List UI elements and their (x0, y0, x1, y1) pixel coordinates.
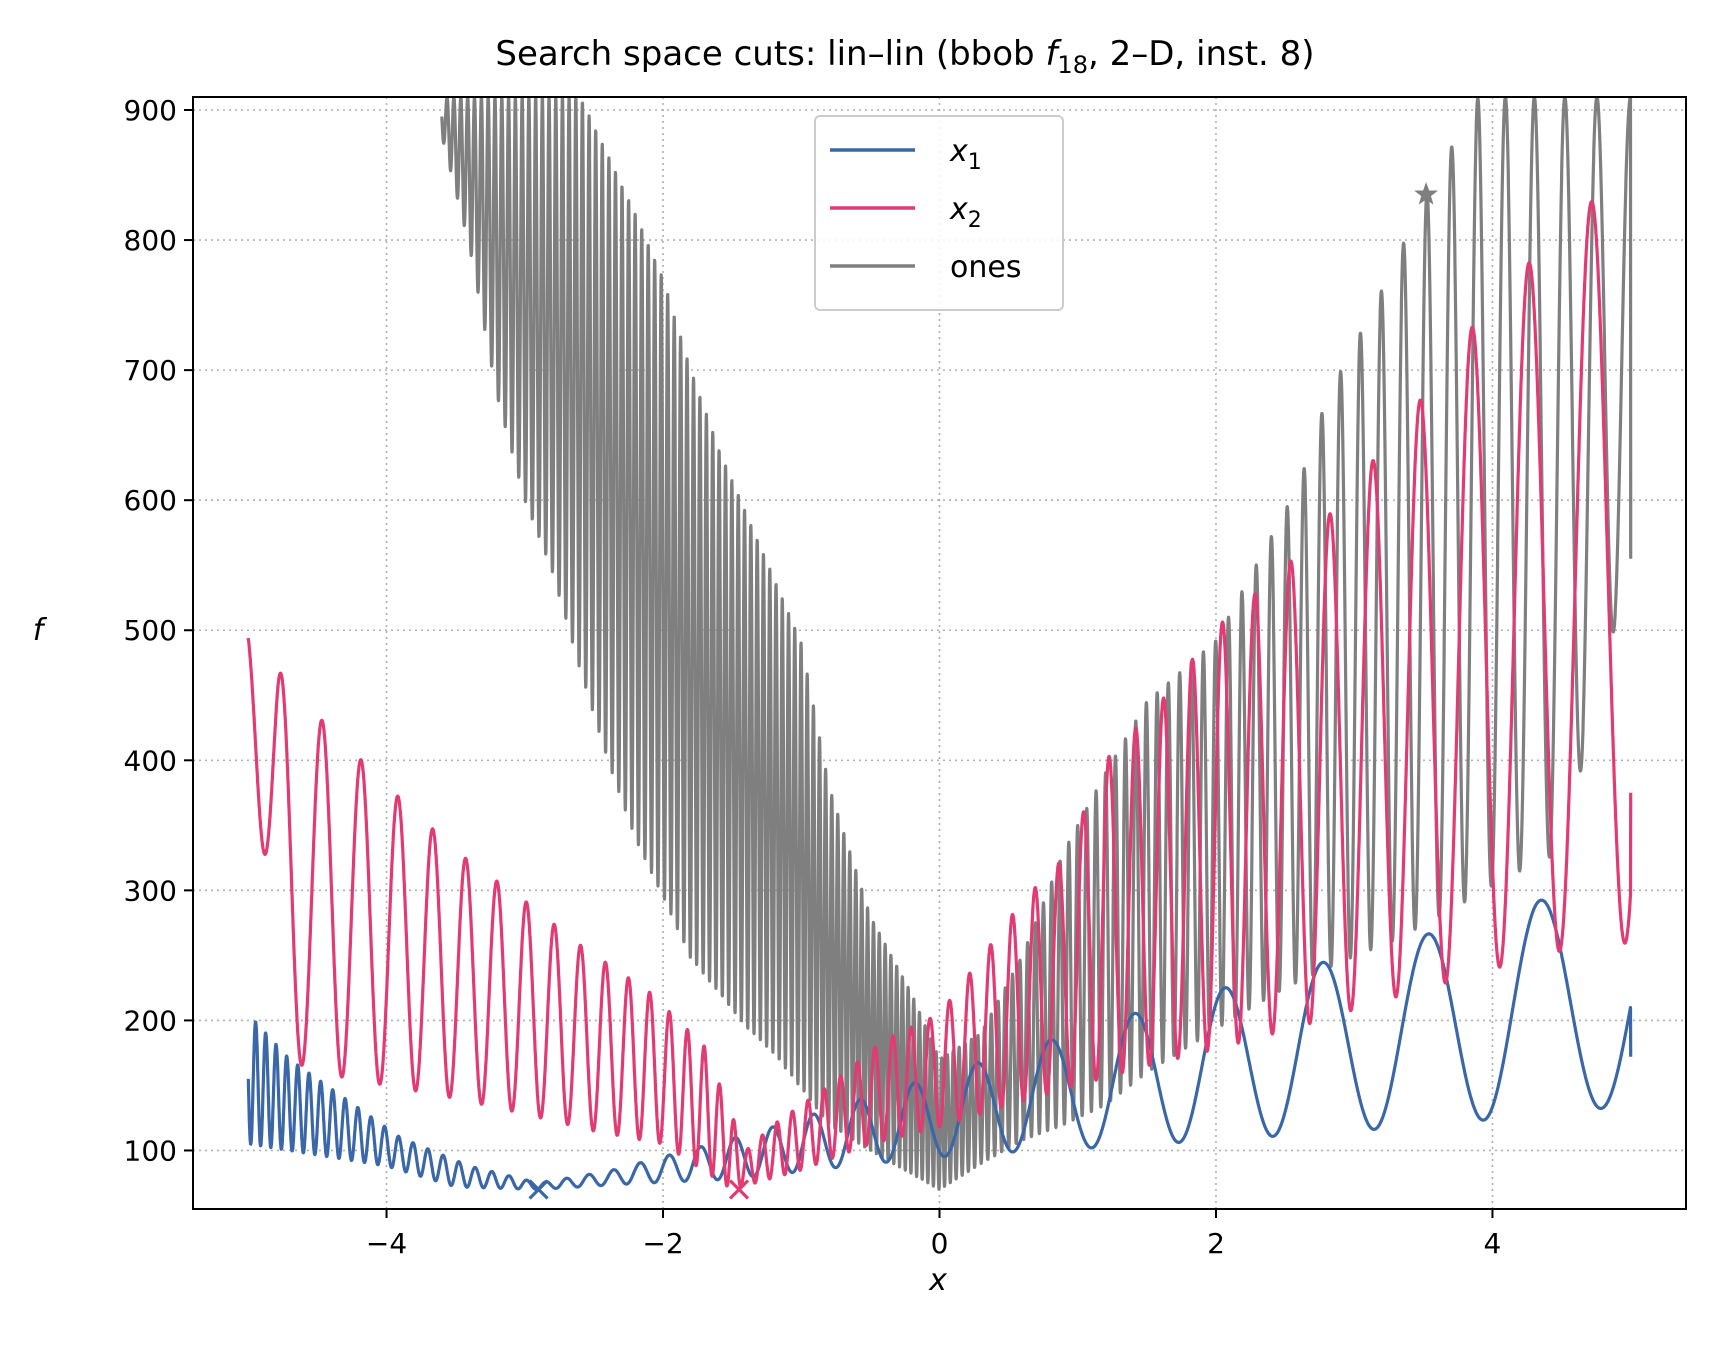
y-axis: 100 200 300 400 500 600 700 800 900 (124, 94, 193, 1167)
x-axis: −4 −2 0 2 4 (366, 1209, 1501, 1260)
legend-box (814, 115, 1064, 311)
legend-label: x1 (949, 134, 982, 175)
x-tick-label: −4 (366, 1227, 407, 1260)
x-tick-label: 4 (1484, 1227, 1502, 1260)
y-tick-label: 300 (124, 874, 177, 907)
y-tick-label: 500 (124, 614, 177, 647)
series-group (246, 97, 1633, 1192)
y-tick-label: 900 (124, 94, 177, 127)
y-tick-label: 800 (124, 224, 177, 257)
x-tick-label: 2 (1207, 1227, 1225, 1260)
x-axis-label: x (928, 1263, 947, 1298)
y-tick-label: 100 (124, 1134, 177, 1167)
series-line-ones (440, 97, 1633, 1191)
chart-title: Search space cuts: lin–lin (bbob f18, 2–… (495, 34, 1314, 79)
series-line-x1 (246, 898, 1633, 1192)
title-suffix: , 2–D, inst. 8) (1088, 34, 1315, 74)
y-tick-label: 400 (124, 744, 177, 777)
y-tick-label: 600 (124, 484, 177, 517)
title-subscript: 18 (1057, 51, 1088, 79)
max-marker-ones (1414, 182, 1439, 205)
legend: x1 x2 ones (814, 115, 1064, 311)
legend-label: ones (950, 250, 1021, 285)
title-prefix: Search space cuts: lin–lin (bbob (495, 34, 1045, 74)
x-tick-label: 0 (931, 1227, 949, 1260)
min-marker-x2 (728, 1179, 750, 1200)
series-line-x2 (246, 200, 1633, 1189)
marker-group (528, 182, 1439, 1200)
legend-label: x2 (949, 192, 982, 233)
y-tick-label: 200 (124, 1004, 177, 1037)
y-tick-label: 700 (124, 354, 177, 387)
min-marker-x1 (528, 1179, 549, 1200)
x-tick-label: −2 (642, 1227, 683, 1260)
